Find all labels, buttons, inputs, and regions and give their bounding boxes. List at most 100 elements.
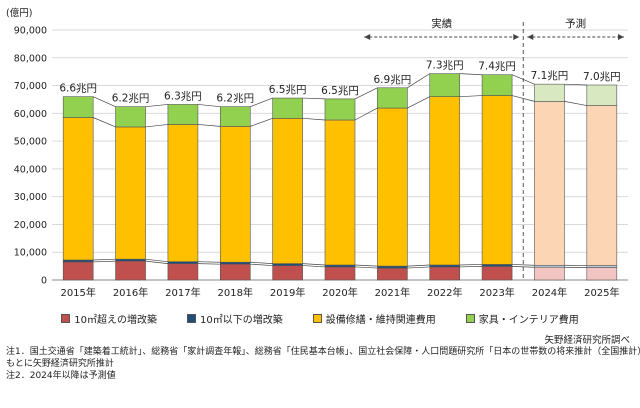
bar-segment <box>324 119 356 266</box>
total-label: 6.5兆円 <box>321 85 359 97</box>
total-labels: 6.6兆円 6.2兆円 6.3兆円 6.2兆円 6.5兆円 6.5兆円 6.9兆円 7.3兆円… <box>59 60 620 105</box>
footnote: もとに矢野経済研究所推計 <box>6 359 114 369</box>
legend-swatch <box>465 313 475 323</box>
connector-line <box>197 263 221 265</box>
footnote: 注2．2024年以降は予測値 <box>6 371 116 381</box>
connector-line <box>145 124 168 128</box>
y-axis-ticks: 0 10,000 20,000 30,000 40,000 50,000 60,000 70,… <box>14 26 47 287</box>
connector-line <box>407 266 430 269</box>
y-tick-label: 70,000 <box>14 81 47 92</box>
bar-segment <box>586 267 618 281</box>
total-label: 7.0兆円 <box>583 71 621 83</box>
connector-line <box>512 266 535 268</box>
bar-segment <box>324 98 356 121</box>
connector-line <box>459 73 483 76</box>
bars <box>62 73 618 281</box>
bar-segment <box>115 260 146 281</box>
bar-segment <box>429 266 461 281</box>
period-arrowhead <box>527 34 534 40</box>
connector-line <box>512 264 535 266</box>
x-tick-label: 2023年 <box>479 286 514 299</box>
footnote: 注1．国土交通省「建築着工統計」、総務省「家計調査年報」、総務省「住民基本台帳」… <box>6 347 640 357</box>
connector-line <box>197 261 221 263</box>
connector-line <box>197 104 221 108</box>
connector-line <box>511 74 535 85</box>
total-label: 6.5兆円 <box>269 84 307 96</box>
bar-segment <box>167 124 199 262</box>
connector-line <box>302 117 326 121</box>
bar-segment <box>324 266 356 281</box>
connector-line <box>250 118 273 127</box>
bar-segment <box>429 73 461 97</box>
total-label: 7.3兆円 <box>426 60 464 72</box>
total-label: 6.6兆円 <box>59 83 97 95</box>
legend-swatch <box>61 313 71 323</box>
footnotes: 注1．国土交通省「建築着工統計」、総務省「家計調査年報」、総務省「住民基本台帳」… <box>6 346 640 382</box>
bar-segment <box>62 117 94 261</box>
connector-line <box>250 261 273 264</box>
connector-line <box>93 96 116 107</box>
total-label: 7.1兆円 <box>531 70 569 82</box>
bar-segment <box>115 126 146 260</box>
connector-line <box>145 258 168 263</box>
bar-segment <box>481 95 513 265</box>
legend-swatch <box>187 313 196 323</box>
legend-item: 家具・インテリア費用 <box>465 311 579 326</box>
bar-segment <box>586 105 618 266</box>
legend-label: 10㎡以下の増改築 <box>200 314 283 326</box>
bar-segment <box>219 126 251 263</box>
x-tick-label: 2025年 <box>584 286 619 299</box>
y-tick-label: 0 <box>41 276 47 287</box>
total-label: 6.3兆円 <box>164 90 202 102</box>
legend: 10㎡超えの増改築 10㎡以下の増改築 設備修繕・維持関連費用 家具・インテリア… <box>0 311 640 326</box>
bar-segment <box>219 106 251 127</box>
period-label-actual: 実績 <box>431 17 452 30</box>
y-tick-label: 20,000 <box>14 220 47 231</box>
x-tick-label: 2019年 <box>270 286 305 299</box>
bar-segment <box>429 96 461 266</box>
legend-label: 10㎡超えの増改築 <box>74 314 157 326</box>
bar-segment <box>377 87 408 109</box>
connector-line <box>93 117 116 128</box>
connector-line <box>302 265 326 268</box>
connector-line <box>250 97 273 107</box>
connector-line <box>354 87 378 100</box>
connector-line <box>512 95 535 102</box>
connector-line <box>93 258 116 261</box>
y-tick-label: 60,000 <box>14 109 47 120</box>
period-label-forecast: 予測 <box>565 17 586 30</box>
period-arrowhead <box>618 34 624 40</box>
connector-line <box>354 264 378 267</box>
period-arrowhead <box>513 34 520 40</box>
x-tick-label: 2016年 <box>113 286 148 299</box>
connector-line <box>197 124 221 127</box>
bar-segment <box>115 106 146 128</box>
connector-line <box>93 260 116 263</box>
y-tick-label: 90,000 <box>14 26 47 37</box>
connector-line <box>407 73 430 89</box>
bar-segment <box>219 263 251 281</box>
connector-line <box>302 263 326 266</box>
bar-segment <box>586 84 618 106</box>
connector-line <box>459 95 483 98</box>
connector-line <box>354 266 378 269</box>
connector-lines <box>93 73 587 269</box>
legend-label: 設備修繕・維持関連費用 <box>325 314 436 326</box>
x-tick-label: 2017年 <box>165 286 200 299</box>
x-tick-label: 2024年 <box>532 286 567 299</box>
legend-item: 設備修繕・維持関連費用 <box>312 311 436 326</box>
connector-line <box>459 264 483 266</box>
legend-swatch <box>312 313 322 323</box>
connector-line <box>407 96 430 109</box>
bar-segment <box>534 83 565 102</box>
bar-segment <box>272 97 303 119</box>
y-tick-label: 30,000 <box>14 192 47 203</box>
connector-line <box>459 266 483 268</box>
x-tick-label: 2022年 <box>427 286 462 299</box>
x-tick-label: 2020年 <box>322 286 357 299</box>
bar-segment <box>534 101 565 266</box>
connector-line <box>407 264 430 267</box>
x-axis-ticks: 2015年 2016年 2017年 2018年 2019年 2020年 2021年 2022年… <box>60 286 619 299</box>
period-markers: 実績 予測 <box>364 17 624 280</box>
legend-item: 10㎡超えの増改築 <box>61 311 157 326</box>
